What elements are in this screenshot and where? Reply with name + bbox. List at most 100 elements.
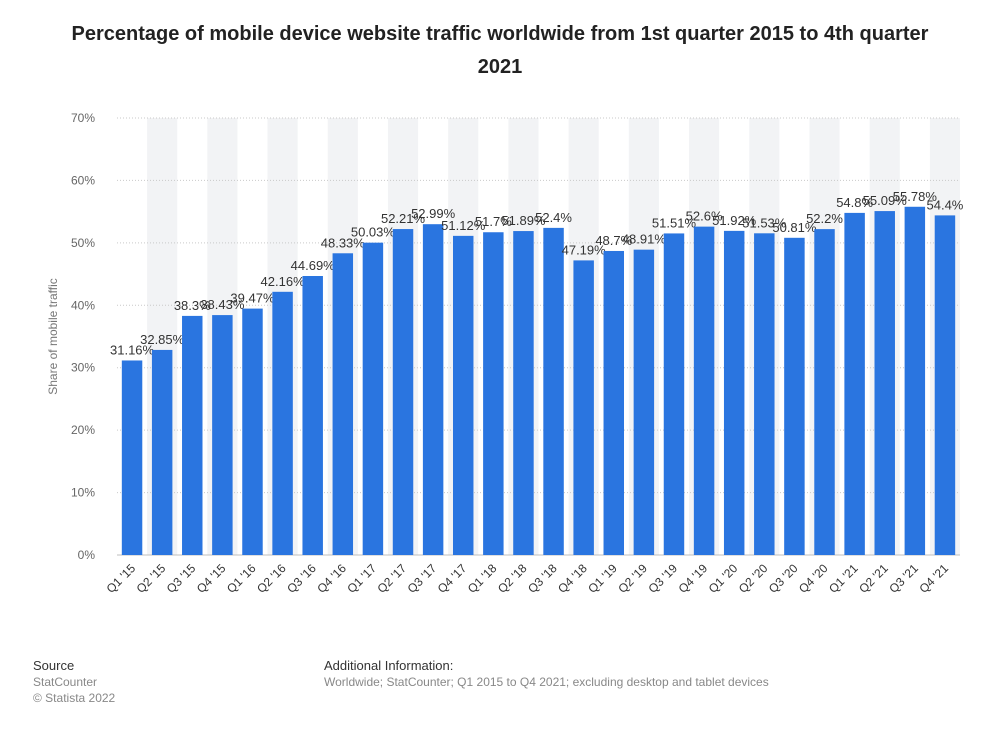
bar[interactable] <box>182 315 203 555</box>
x-tick-label: Q2 '20 <box>736 561 771 596</box>
y-tick-label: 40% <box>71 298 95 312</box>
bar[interactable] <box>422 224 444 556</box>
bar[interactable] <box>723 230 745 555</box>
x-tick-label: Q4 '20 <box>796 561 831 596</box>
bar[interactable] <box>242 308 263 555</box>
data-label: 48.7% <box>595 233 632 248</box>
data-label: 51.53% <box>742 215 787 230</box>
data-label: 47.19% <box>562 242 607 257</box>
x-tick-label: Q1 '17 <box>344 561 379 596</box>
bar[interactable] <box>814 229 835 555</box>
x-tick-label: Q1 '19 <box>585 561 620 596</box>
bar[interactable] <box>693 226 715 555</box>
source-name[interactable]: StatCounter <box>33 675 98 689</box>
bar[interactable] <box>663 233 685 556</box>
x-tick-label: Q4 '19 <box>676 561 711 596</box>
x-tick-label: Q3 '18 <box>525 561 560 596</box>
y-tick-label: 70% <box>71 111 95 125</box>
copyright: © Statista 2022 <box>33 691 116 705</box>
x-tick-label: Q4 '18 <box>555 561 590 596</box>
bar[interactable] <box>212 315 233 555</box>
data-label: 51.51% <box>652 215 697 230</box>
x-tick-label: Q3 '16 <box>284 561 319 596</box>
x-tick-label: Q2 '16 <box>254 561 289 596</box>
bar[interactable] <box>483 232 504 555</box>
bar[interactable] <box>272 291 293 555</box>
data-label: 42.16% <box>261 274 306 289</box>
data-label: 51.12% <box>441 218 486 233</box>
x-tick-label: Q4 '16 <box>314 561 349 596</box>
bar[interactable] <box>603 250 625 556</box>
bar[interactable] <box>513 231 534 555</box>
y-tick-label: 60% <box>71 173 95 187</box>
additional-info-text: Worldwide; StatCounter; Q1 2015 to Q4 20… <box>324 675 769 689</box>
data-label: 52.21% <box>381 211 426 226</box>
bar[interactable] <box>784 237 805 556</box>
x-tick-label: Q3 '19 <box>645 561 680 596</box>
x-tick-label: Q2 '18 <box>495 561 530 596</box>
bar[interactable] <box>543 227 564 556</box>
x-tick-label: Q2 '19 <box>615 561 650 596</box>
bar[interactable] <box>633 249 655 555</box>
x-tick-label: Q4 '17 <box>435 561 470 596</box>
data-label: 52.4% <box>535 210 572 225</box>
x-tick-label: Q1 '21 <box>826 561 861 596</box>
bar[interactable] <box>392 229 414 555</box>
bar[interactable] <box>452 235 474 555</box>
bar[interactable] <box>362 242 384 555</box>
data-label: 39.47% <box>230 291 275 306</box>
y-tick-label: 20% <box>71 423 95 437</box>
data-label: 51.89% <box>501 213 546 228</box>
data-label: 48.33% <box>321 235 366 250</box>
bar[interactable] <box>332 253 354 555</box>
x-tick-label: Q3 '20 <box>766 561 801 596</box>
bar[interactable] <box>904 206 926 555</box>
data-label: 48.91% <box>622 232 667 247</box>
data-label: 54.4% <box>927 197 964 212</box>
chart-title: Percentage of mobile device website traf… <box>71 23 929 78</box>
x-tick-label: Q1 '15 <box>104 561 139 596</box>
data-label: 38.43% <box>200 297 245 312</box>
bar[interactable] <box>302 276 323 555</box>
data-label: 44.69% <box>291 258 336 273</box>
x-tick-label: Q3 '15 <box>164 561 199 596</box>
x-tick-label: Q4 '15 <box>194 561 229 596</box>
data-label: 54.8% <box>836 195 873 210</box>
x-tick-label: Q2 '21 <box>856 561 891 596</box>
bar[interactable] <box>573 260 594 555</box>
y-tick-label: 0% <box>78 548 96 562</box>
data-label: 50.81% <box>772 220 817 235</box>
bar[interactable] <box>844 212 865 556</box>
data-label: 55.09% <box>863 193 908 208</box>
bar[interactable] <box>151 349 173 555</box>
bar[interactable] <box>934 215 956 556</box>
data-label: 50.03% <box>351 225 396 240</box>
bar[interactable] <box>121 360 143 555</box>
data-label: 51.7% <box>475 214 512 229</box>
data-label: 51.92% <box>712 213 757 228</box>
bar[interactable] <box>874 211 895 555</box>
additional-info-block: Additional Information: Worldwide; StatC… <box>324 658 769 690</box>
source-heading: Source <box>33 658 75 673</box>
y-tick-label: 30% <box>71 361 95 375</box>
y-tick-label: 50% <box>71 236 95 250</box>
y-axis-title: Share of mobile traffic <box>46 278 60 395</box>
y-tick-label: 10% <box>71 486 95 500</box>
x-tick-label: Q4 '21 <box>916 561 951 596</box>
x-tick-label: Q1 '16 <box>224 561 259 596</box>
x-tick-label: Q1 '18 <box>465 561 500 596</box>
data-label: 52.2% <box>806 211 843 226</box>
data-label: 38.3% <box>174 298 211 313</box>
x-tick-label: Q2 '17 <box>375 561 410 596</box>
bar-chart: 0% 10% 20% 30% 40% 50% 60% 70% Share of mobile t… <box>46 111 964 596</box>
data-label: 52.6% <box>686 209 723 224</box>
data-label: 52.99% <box>411 206 456 221</box>
bar[interactable] <box>754 233 775 555</box>
x-tick-label: Q2 '15 <box>134 561 169 596</box>
data-label: 31.16% <box>110 342 155 357</box>
x-tick-label: Q3 '21 <box>886 561 921 596</box>
additional-info-heading: Additional Information: <box>324 658 454 673</box>
data-label: 32.85% <box>140 332 185 347</box>
x-tick-label: Q1 '20 <box>706 561 741 596</box>
source-block: Source StatCounter © Statista 2022 <box>33 658 115 706</box>
